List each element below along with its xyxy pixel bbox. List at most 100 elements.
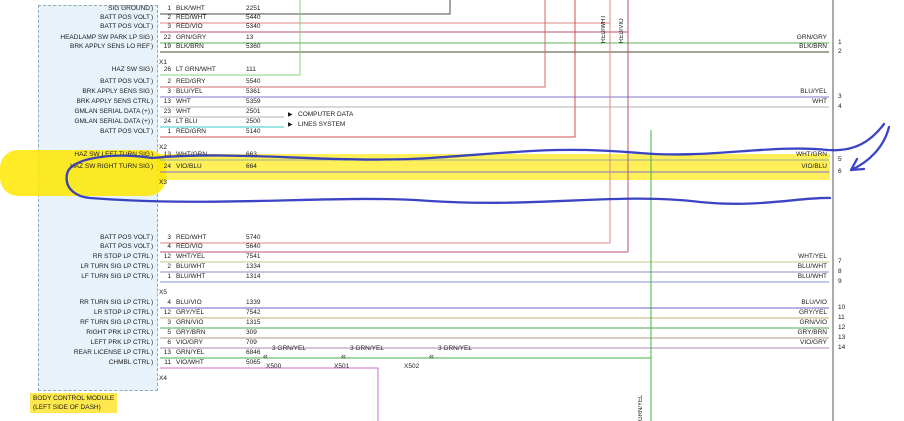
circuit-number: 7542 — [246, 309, 261, 316]
circuit-number: 5440 — [246, 14, 261, 21]
pin-number: 1 — [167, 273, 171, 280]
connector-bracket: ) — [151, 319, 154, 326]
circuit-number: 5540 — [246, 78, 261, 85]
pin-number: 12 — [163, 309, 171, 316]
circuit-number: 111 — [246, 66, 256, 73]
pin-function-label: GMLAN SERIAL DATA (+) — [74, 118, 150, 125]
pin-function-label: REAR LICENSE LP CTRL — [73, 349, 150, 356]
module-name-label: BODY CONTROL MODULE (LEFT SIDE OF DASH) — [30, 393, 118, 413]
circuit-number: 5640 — [246, 243, 261, 250]
connector-bracket: ) — [151, 309, 154, 316]
pin-number: 24 — [163, 163, 171, 170]
right-wire-color-label: VIO/GRY — [800, 339, 827, 346]
pin-number: 2 — [167, 14, 171, 21]
connector-bracket: ) — [151, 163, 154, 170]
right-wire-color-label: WHT/GRN — [795, 151, 827, 158]
circuit-number: 309 — [246, 329, 257, 336]
connector-bracket: ) — [151, 43, 154, 50]
right-pin-number: 12 — [838, 324, 846, 331]
right-pin-number: 5 — [838, 156, 842, 163]
pin-number: 3 — [167, 319, 171, 326]
pin-function-label: LR TURN SIG LP CTRL — [80, 263, 150, 270]
circuit-number: 5359 — [246, 98, 261, 105]
pin-function-label: HEADLAMP SW PARK LP SIG — [60, 34, 150, 41]
connector-bracket: ) — [151, 118, 154, 125]
connector-bracket: ) — [151, 66, 154, 73]
pin-function-label: BRK APPLY SENS CTRL — [76, 98, 150, 105]
connector-bracket: ) — [151, 34, 154, 41]
wire-color-label: BLU/VIO — [176, 299, 202, 306]
wire-color-label: WHT — [176, 108, 191, 115]
wire-color-label: WHT/GRN — [176, 151, 208, 158]
circuit-number: 663 — [246, 151, 257, 158]
lines-system-arrow-icon: ▶ — [288, 122, 293, 128]
connector-bracket: ) — [151, 23, 154, 30]
module-location: (LEFT SIDE OF DASH) — [33, 404, 101, 411]
pin-function-label: BATT POS VOLT — [100, 243, 150, 250]
pin-number: 4 — [167, 243, 171, 250]
ink-arrow — [849, 125, 891, 172]
pin-number: 13 — [163, 98, 171, 105]
connector-bracket: ) — [151, 14, 154, 21]
right-pin-number: 14 — [838, 344, 846, 351]
circuit-number: 5360 — [246, 43, 261, 50]
connector-bracket: ) — [151, 273, 154, 280]
highlight-marker-bar — [158, 154, 830, 180]
circuit-number: 2500 — [246, 118, 261, 125]
pin-number: 13 — [163, 349, 171, 356]
pin-number: 24 — [163, 118, 171, 125]
splice-connector-label: X502 — [404, 363, 420, 370]
right-pin-number: 11 — [838, 314, 845, 321]
splice-chevron-icon: « — [341, 351, 347, 361]
circuit-number: 664 — [246, 163, 257, 170]
splice-wire-label: 3 GRN/YEL — [438, 345, 472, 352]
connector-id-label: X1 — [159, 59, 167, 66]
right-pin-number: 2 — [838, 48, 842, 55]
pin-function-label: BRK APPLY SENS SIG — [82, 88, 150, 95]
pin-number: 1 — [167, 5, 171, 12]
circuit-number: 7541 — [246, 253, 261, 260]
circuit-number: 5361 — [246, 88, 261, 95]
wire-color-label: VIO/BLU — [176, 163, 202, 170]
circuit-number: 1334 — [246, 263, 261, 270]
circuit-number: 5140 — [246, 128, 261, 135]
wire-color-label: GRY/BRN — [176, 329, 206, 336]
right-wire-color-label: GRY/BRN — [797, 329, 828, 336]
wire — [160, 0, 576, 138]
pin-number: 13 — [163, 151, 171, 158]
right-wire-color-label: GRN/VIO — [799, 319, 827, 326]
pin-number: 26 — [163, 66, 171, 73]
pin-number: 1 — [167, 128, 171, 135]
connector-id-label: X3 — [159, 179, 167, 186]
right-wire-color-label: BLU/VIO — [801, 299, 827, 306]
wire-color-label: GRN/YEL — [176, 349, 205, 356]
circuit-number: 709 — [246, 339, 257, 346]
wire-color-label: WHT — [176, 98, 191, 105]
wire-color-label: RED/WHT — [176, 14, 207, 21]
pin-number: 2 — [167, 263, 171, 270]
right-wire-color-label: VIO/BLU — [801, 163, 827, 170]
right-pin-number: 1 — [838, 39, 842, 46]
pin-function-label: BATT POS VOLT — [100, 23, 150, 30]
pin-number: 3 — [167, 88, 171, 95]
wire-color-label: LT BLU — [176, 118, 198, 125]
splice-wire-label: 3 GRN/YEL — [272, 345, 306, 352]
pin-function-label: HAZ SW LEFT TURN SIG — [74, 151, 150, 158]
splice-chevron-icon: « — [429, 351, 435, 361]
connector-bracket: ) — [151, 339, 154, 346]
right-pin-number: 13 — [838, 334, 846, 341]
circuit-number: 13 — [246, 34, 254, 41]
wire-color-label: GRN/VIO — [176, 319, 204, 326]
right-wire-color-label: WHT — [812, 98, 827, 105]
circuit-number: 1314 — [246, 273, 261, 280]
pin-function-label: LEFT PRK LP CTRL — [90, 339, 150, 346]
right-pin-number: 9 — [838, 278, 842, 285]
wire — [160, 0, 451, 15]
connector-bracket: ) — [151, 108, 154, 115]
connector-bracket: ) — [151, 78, 154, 85]
wire-color-label: BLU/WHT — [176, 263, 206, 270]
wire-color-label: BLK/BRN — [176, 43, 204, 50]
right-wire-color-label: BLU/YEL — [800, 88, 827, 95]
pin-function-label: RIGHT PRK LP CTRL — [86, 329, 150, 336]
